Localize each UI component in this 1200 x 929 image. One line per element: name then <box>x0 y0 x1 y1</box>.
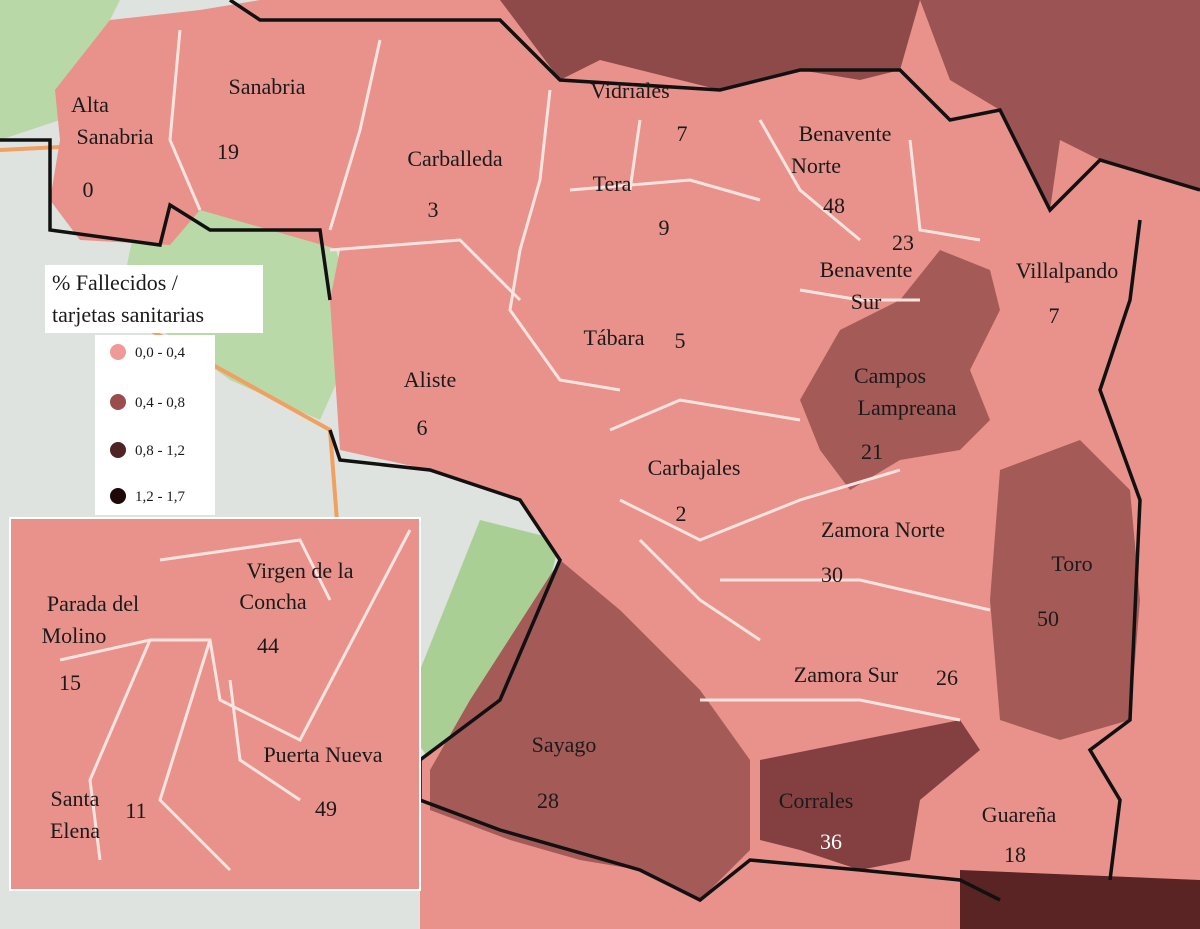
region-name: Zamora Norte <box>821 517 945 542</box>
region-value: 48 <box>823 193 845 218</box>
legend-swatch <box>110 394 126 410</box>
legend-title: tarjetas sanitarias <box>52 302 204 327</box>
legend-items-box <box>95 335 215 515</box>
inset <box>9 517 421 891</box>
region-name: Sayago <box>532 732 597 757</box>
region-name: Carbajales <box>648 455 741 480</box>
inset-name: Elena <box>50 818 100 843</box>
region-name: Alta <box>71 92 109 117</box>
region-value: 36 <box>820 829 842 854</box>
region-value: 28 <box>537 788 559 813</box>
region-name: Tábara <box>583 325 644 350</box>
inset-name: Molino <box>42 623 107 648</box>
region-value: 5 <box>675 328 686 353</box>
region-name: Lampreana <box>858 395 957 420</box>
regions <box>50 0 1200 929</box>
region-name: Tera <box>593 171 632 196</box>
legend-swatch <box>110 344 126 360</box>
inset-name: Parada del <box>47 591 139 616</box>
region-name: Carballeda <box>407 146 503 171</box>
legend-label: 0,4 - 0,8 <box>135 395 185 411</box>
region-value: 19 <box>217 139 239 164</box>
region-value: 50 <box>1037 606 1059 631</box>
region-value: 2 <box>676 501 687 526</box>
legend: % Fallecidos / tarjetas sanitarias 0,0 -… <box>45 265 263 515</box>
region-value: 21 <box>861 439 883 464</box>
region-value: 0 <box>83 177 94 202</box>
region-value: 6 <box>417 415 428 440</box>
region-value: 23 <box>892 230 914 255</box>
region-name: Zamora Sur <box>794 662 899 687</box>
inset-value: 49 <box>315 796 337 821</box>
legend-title: % Fallecidos / <box>52 270 179 295</box>
region-name: Guareña <box>982 802 1057 827</box>
region-value: 3 <box>428 197 439 222</box>
region-name: Sur <box>851 289 882 314</box>
region-value: 7 <box>1049 303 1060 328</box>
region-name: Sanabria <box>229 74 306 99</box>
region-name: Benavente <box>799 121 892 146</box>
region-name: Benavente <box>820 257 913 282</box>
region-name: Sanabria <box>77 124 154 149</box>
region-name: Norte <box>791 153 841 178</box>
inset-value: 15 <box>59 670 81 695</box>
inset-name: Virgen de la <box>246 558 353 583</box>
labels: Alta Sanabria 0 Sanabria 19 Carballeda 3… <box>42 74 1119 867</box>
legend-box <box>45 265 263 333</box>
region-name: Toro <box>1051 551 1092 576</box>
inset-value: 44 <box>257 633 279 658</box>
legend-swatch <box>110 442 126 458</box>
region-value: 7 <box>677 121 688 146</box>
inset-value: 11 <box>125 798 146 823</box>
inset-name: Santa <box>51 786 100 811</box>
region-name: Villalpando <box>1016 258 1119 283</box>
region-name: Aliste <box>404 367 457 392</box>
region-value: 9 <box>659 215 670 240</box>
legend-label: 1,2 - 1,7 <box>135 489 185 505</box>
inset-name: Puerta Nueva <box>263 742 382 767</box>
inset-name: Concha <box>239 589 306 614</box>
legend-label: 0,0 - 0,4 <box>135 345 185 361</box>
region-name: Campos <box>854 363 926 388</box>
legend-swatch <box>110 488 126 504</box>
region-value: 18 <box>1004 842 1026 867</box>
region-value: 26 <box>936 665 958 690</box>
legend-label: 0,8 - 1,2 <box>135 443 185 459</box>
region-name: Corrales <box>779 788 854 813</box>
region-name: Vidriales <box>590 78 669 103</box>
region-value: 30 <box>821 562 843 587</box>
